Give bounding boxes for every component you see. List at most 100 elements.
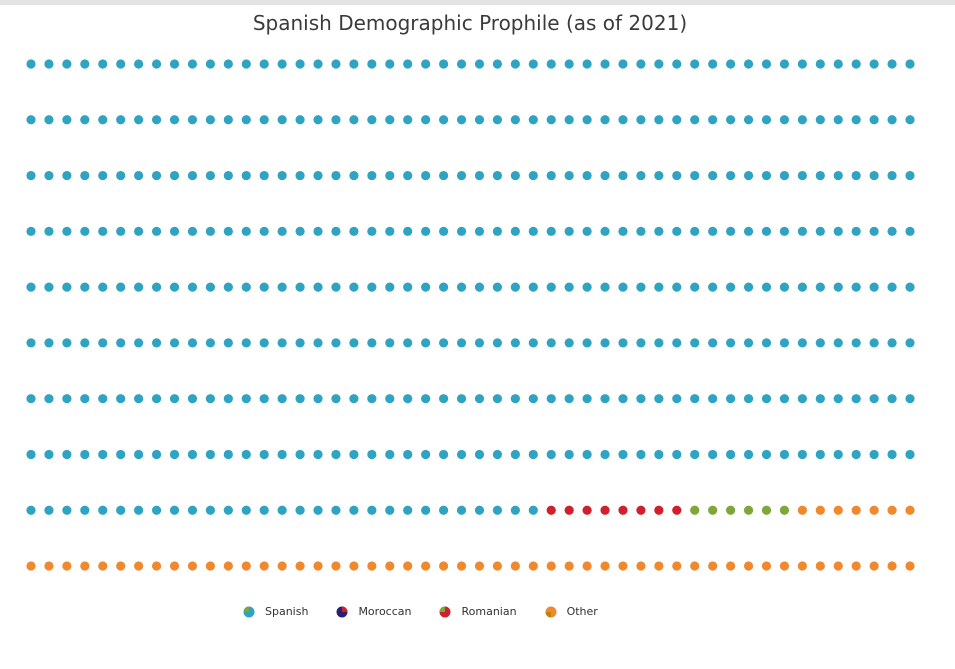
legend-label-moroccan: Moroccan (358, 605, 412, 618)
waffle-dot-spanish (403, 170, 413, 181)
waffle-dot-spanish (241, 394, 251, 404)
waffle-dot-other (331, 561, 341, 571)
waffle-dot-other (474, 561, 485, 571)
legend-label-romanian: Romanian (461, 605, 517, 618)
waffle-dot-spanish (887, 226, 897, 236)
waffle-dot-spanish (833, 170, 843, 181)
waffle-dot-spanish (421, 449, 431, 460)
waffle-dot-spanish (134, 59, 144, 69)
waffle-dot-spanish (116, 59, 126, 69)
waffle-dot-spanish (869, 338, 879, 348)
waffle-dot-other (259, 561, 269, 571)
waffle-dot-spanish (815, 115, 825, 125)
waffle-dot-spanish (869, 394, 879, 404)
waffle-dot-other (277, 561, 287, 571)
waffle-dot-spanish (331, 59, 341, 69)
waffle-dot-spanish (277, 394, 287, 404)
waffle-dot-other (421, 561, 431, 571)
waffle-dot-spanish (492, 59, 503, 69)
legend-item-romanian[interactable]: Romanian (439, 605, 517, 618)
waffle-dot-spanish (98, 282, 108, 292)
waffle-dot-spanish (564, 170, 574, 181)
waffle-dot-spanish (887, 394, 897, 404)
waffle-dot-spanish (349, 170, 359, 181)
waffle-dot-spanish (367, 59, 377, 69)
waffle-dot-spanish (223, 282, 233, 292)
waffle-dot-spanish (618, 282, 628, 292)
legend-item-moroccan[interactable]: Moroccan (336, 605, 411, 618)
waffle-dot-spanish (815, 282, 825, 292)
waffle-dot-spanish (349, 115, 359, 125)
waffle-dot-other (456, 561, 467, 571)
waffle-dot-spanish (887, 449, 897, 460)
waffle-dot-moroccan (600, 505, 610, 515)
waffle-dot-spanish (26, 338, 36, 348)
waffle-dot-spanish (636, 449, 646, 460)
legend-other-icon (545, 606, 557, 617)
waffle-dot-other (564, 561, 574, 571)
waffle-dot-spanish (708, 170, 718, 181)
waffle-dot-spanish (277, 170, 287, 181)
waffle-dot-spanish (690, 449, 700, 460)
waffle-dot-spanish (151, 226, 162, 236)
waffle-dot-spanish (313, 226, 323, 236)
waffle-dot-spanish (564, 226, 574, 236)
waffle-dot-spanish (187, 338, 198, 348)
chart-title: Spanish Demographic Prophile (as of 2021… (252, 11, 688, 35)
waffle-dot-spanish (474, 59, 485, 69)
waffle-dot-spanish (438, 226, 449, 236)
waffle-dot-spanish (205, 282, 215, 292)
waffle-dot-spanish (528, 394, 538, 404)
waffle-dot-spanish (743, 394, 754, 404)
waffle-dot-spanish (134, 115, 144, 125)
waffle-dot-spanish (905, 115, 915, 125)
waffle-dot-spanish (259, 59, 269, 69)
waffle-dot-spanish (654, 338, 664, 348)
waffle-dot-spanish (151, 505, 162, 515)
waffle-dot-other (654, 561, 664, 571)
waffle-dot-spanish (833, 282, 843, 292)
waffle-dot-moroccan (582, 505, 592, 515)
legend-item-other[interactable]: Other (545, 605, 598, 618)
waffle-dot-spanish (636, 115, 646, 125)
waffle-dot-spanish (869, 59, 879, 69)
waffle-dot-spanish (62, 59, 72, 69)
waffle-dot-spanish (672, 282, 682, 292)
waffle-dot-spanish (367, 394, 377, 404)
waffle-dot-spanish (62, 226, 72, 236)
waffle-dot-moroccan (672, 505, 682, 515)
waffle-dot-spanish (492, 505, 503, 515)
waffle-dot-spanish (277, 282, 287, 292)
waffle-dot-spanish (761, 394, 772, 404)
waffle-dot-spanish (851, 59, 861, 69)
legend-item-spanish[interactable]: Spanish (243, 605, 308, 618)
waffle-dot-romanian (743, 505, 754, 515)
waffle-dot-spanish (223, 505, 233, 515)
waffle-dot-spanish (779, 338, 790, 348)
waffle-dot-spanish (259, 505, 269, 515)
waffle-dot-spanish (259, 338, 269, 348)
waffle-dot-spanish (169, 338, 180, 348)
waffle-dot-spanish (833, 226, 843, 236)
waffle-dot-spanish (151, 338, 162, 348)
waffle-dot-spanish (331, 170, 341, 181)
waffle-dot-spanish (26, 115, 36, 125)
waffle-dot-spanish (259, 226, 269, 236)
waffle-dot-spanish (474, 505, 485, 515)
waffle-dot-spanish (205, 338, 215, 348)
waffle-dot-spanish (600, 394, 610, 404)
waffle-dot-spanish (851, 338, 861, 348)
waffle-dot-spanish (421, 115, 431, 125)
waffle-dot-spanish (80, 59, 90, 69)
waffle-dot-spanish (438, 394, 449, 404)
waffle-dot-other (905, 505, 915, 515)
waffle-dot-spanish (869, 115, 879, 125)
waffle-dot-spanish (205, 170, 215, 181)
waffle-dot-spanish (331, 282, 341, 292)
waffle-dot-other (582, 561, 592, 571)
waffle-dot-spanish (690, 282, 700, 292)
waffle-dot-spanish (385, 226, 395, 236)
waffle-dot-spanish (80, 394, 90, 404)
waffle-dot-spanish (134, 226, 144, 236)
waffle-dot-spanish (761, 338, 772, 348)
